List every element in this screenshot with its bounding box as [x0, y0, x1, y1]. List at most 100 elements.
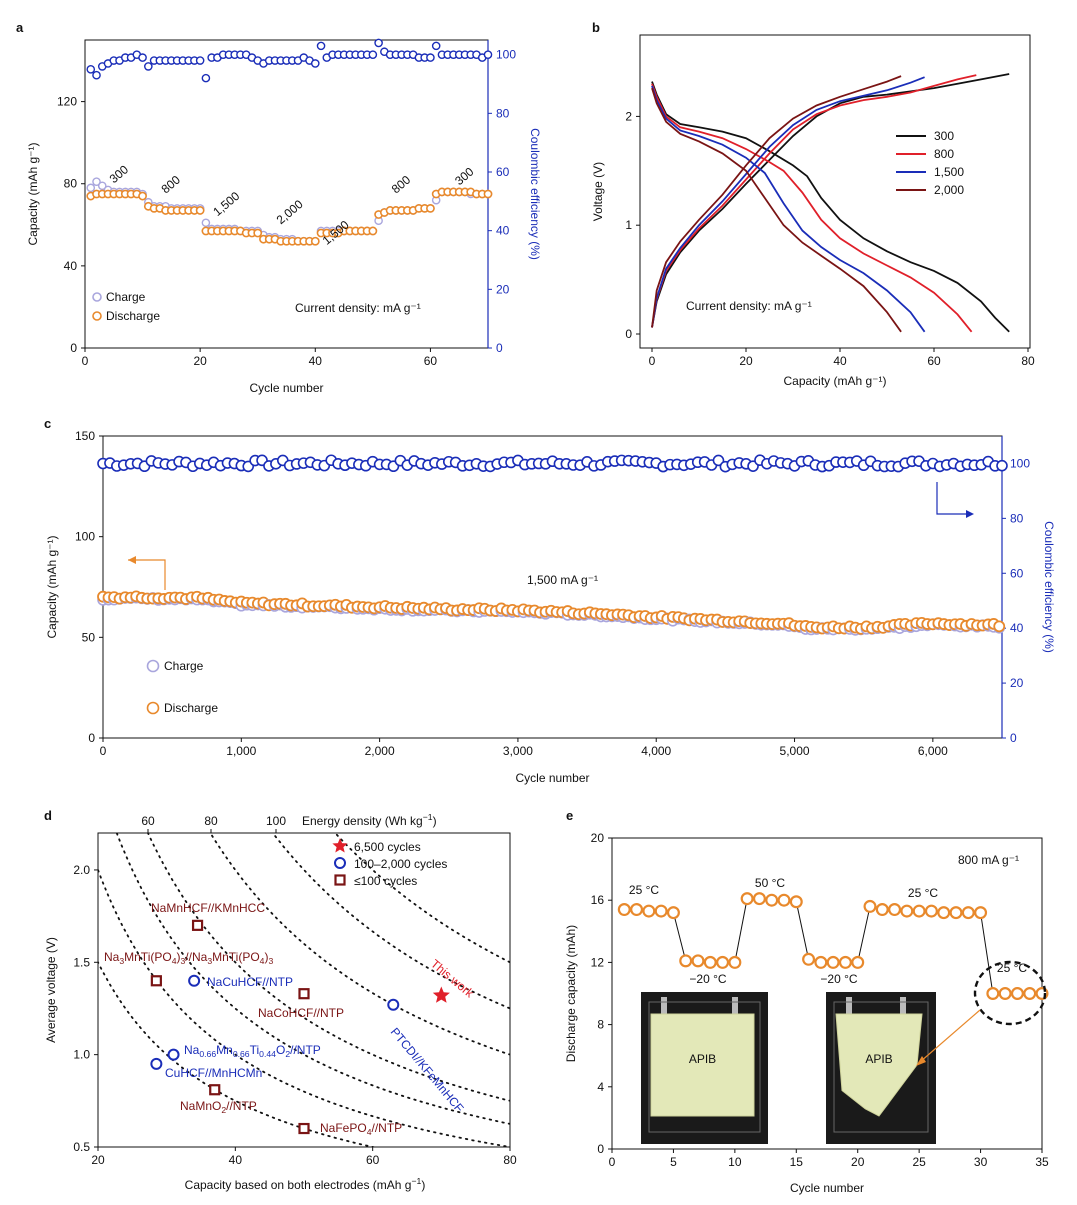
label-part: 4	[172, 956, 177, 966]
label-part: //NTP	[226, 1099, 257, 1113]
panel-a-y-tick-label: 0	[70, 341, 77, 355]
panel-a-ce-point	[92, 70, 101, 80]
label-part: )	[177, 950, 181, 964]
panel-a-y-axis-label: Capacity (mAh g⁻¹)	[26, 142, 40, 245]
panel-a-ce-point	[431, 41, 441, 51]
panel-a-x-axis-label: Cycle number	[249, 381, 323, 395]
label-part: NaFePO	[320, 1121, 367, 1135]
panel-e-y-tick-label: 8	[597, 1018, 604, 1032]
panel-d-label-na3mnti: Na3MnTi(PO4)3//Na3MnTi(PO4)3	[104, 950, 273, 966]
panel-c-left-arrowhead	[128, 556, 136, 564]
panel-c-y2-axis-label: Coulombic efficiency (%)	[1042, 521, 1056, 653]
panel-e-point	[642, 904, 656, 918]
panel-d-legend-100-2000: 100–2,000 cycles	[354, 857, 447, 871]
panel-e-point	[912, 904, 926, 918]
label-part: 3	[268, 956, 273, 966]
panel-d-iso-energy-curve	[209, 833, 510, 1056]
panel-c-x-tick-label: 5,000	[780, 744, 810, 758]
panel-a-ce-point	[195, 56, 205, 65]
panel-d-frame	[97, 832, 511, 1148]
label-part: −1	[411, 1176, 421, 1186]
panel-a-discharge-point	[253, 228, 263, 238]
panel-b-charge-curve	[651, 74, 977, 328]
panel-e-photo-intact-pouch	[650, 1013, 755, 1117]
panel-d-legend-star	[332, 838, 348, 853]
panel-d-label-ptcdi: PTCDI//KFeMnHCF	[388, 1025, 467, 1115]
panel-e-point	[679, 954, 693, 968]
panel-a-rate-label: 300	[452, 164, 477, 188]
panel-c-y-tick-label: 150	[75, 429, 95, 443]
panel-a-charge-point	[86, 183, 96, 193]
panel-e-x-tick-label: 15	[790, 1155, 804, 1169]
panel-b-charge-curve	[651, 75, 902, 328]
panel-a-ce-point	[368, 50, 378, 59]
panel-b-legend-label: 300	[934, 129, 954, 143]
panel-a-ce-point	[201, 73, 211, 83]
label-part: 4	[367, 1127, 372, 1137]
panel-a-y2-tick-label: 60	[496, 165, 510, 179]
panel-a-rate-label: 1,500	[210, 189, 242, 219]
panel-b-x-tick-label: 80	[1021, 354, 1035, 368]
panel-e-point	[986, 986, 1000, 1000]
panel-e-photo-intact-tab-right	[732, 997, 738, 1015]
panel-b-y-tick-label: 2	[625, 109, 632, 123]
panel-e-photo-cut-pouch-outline	[833, 1001, 929, 1133]
panel-a-y2-tick-label: 0	[496, 341, 503, 355]
panel-e-x-tick-label: 35	[1035, 1155, 1049, 1169]
panel-c-y2-tick-label: 60	[1010, 566, 1024, 580]
panel-e-photo-cut-label: APIB	[865, 1052, 892, 1066]
label-part: //NTP	[290, 1043, 321, 1057]
label-part: Energy density (Wh kg	[302, 814, 423, 828]
label-part: Na	[184, 1043, 200, 1057]
panel-d-label-namntio2: Na0.66Mn0.66Ti0.44O2//NTP	[184, 1043, 321, 1059]
panel-a-discharge-point	[483, 189, 493, 199]
panel-b-legend-label: 2,000	[934, 183, 964, 197]
panel-e-point	[826, 955, 840, 969]
panel-a-ce-point	[374, 38, 383, 48]
panel-d-label-namno2: NaMnO2//NTP	[180, 1099, 257, 1115]
label-part: 3	[119, 956, 124, 966]
panel-e-y-tick-label: 16	[591, 893, 605, 907]
panel-c-y-tick-label: 100	[75, 530, 95, 544]
panel-c-left-arrow	[128, 559, 166, 590]
label-part: 2	[285, 1049, 290, 1059]
panel-e-segment-label: 50 °C	[755, 876, 785, 890]
panel-e-point	[974, 906, 988, 920]
panel-e-point	[728, 955, 742, 969]
panel-e-x-tick-label: 5	[670, 1155, 677, 1169]
panel-a-y-tick-label: 120	[57, 95, 77, 109]
panel-d-x-tick-label: 40	[229, 1153, 243, 1167]
panel-d-point-circle	[188, 974, 201, 987]
panel-b-legend-label: 1,500	[934, 165, 964, 179]
panel-d-label-nacuhcf: NaCuHCF//NTP	[207, 975, 293, 989]
panel-a-x-tick-label: 40	[309, 354, 323, 368]
panel-c-legend-charge-marker	[146, 659, 160, 673]
panel-d-point-star	[432, 986, 450, 1003]
panel-b-discharge-curve	[651, 81, 1010, 333]
panel-a-charge-point	[201, 218, 211, 228]
panel-a-legend-charge: Charge	[106, 290, 146, 304]
panel-e-connector	[857, 906, 871, 963]
panel-e-point	[900, 904, 914, 918]
panel-d-legend-6500: 6,500 cycles	[354, 840, 421, 854]
panel-c-discharge-point	[993, 620, 1006, 633]
panel-c-x-axis-label: Cycle number	[515, 771, 589, 785]
panel-d-label-nacohcf: NaCoHCF//NTP	[258, 1006, 344, 1020]
panel-e-connector	[672, 912, 687, 961]
panel-a-x-tick-label: 20	[193, 354, 207, 368]
label-part: MnTi(PO	[212, 950, 260, 964]
panel-e-photo-cut-tab-left	[846, 997, 852, 1015]
panel-c-x-tick-label: 4,000	[641, 744, 671, 758]
panel-e-arrowhead	[916, 1056, 926, 1066]
panel-d-point-square	[298, 988, 310, 1000]
panel-e-point	[716, 955, 730, 969]
panel-label-b: b	[592, 20, 600, 35]
panel-e-segment-label: 25 °C	[908, 886, 938, 900]
panel-a-rate-label: 2,000	[274, 197, 306, 227]
panel-e-y-tick-label: 12	[591, 955, 605, 969]
panel-b-legend-label: 800	[934, 147, 954, 161]
panel-c-right-arrow	[936, 482, 972, 515]
panel-e-point	[703, 955, 717, 969]
panel-e-segment-label: −20 °C	[689, 972, 726, 986]
